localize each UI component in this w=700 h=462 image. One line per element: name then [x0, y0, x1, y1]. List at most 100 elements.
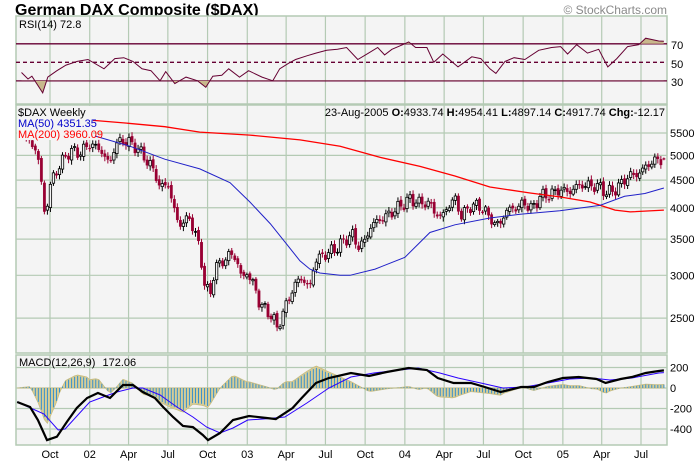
- candlestick: [76, 144, 80, 160]
- candle-body: [76, 147, 80, 158]
- candle-body: [656, 156, 660, 159]
- x-tick-label: Oct: [357, 449, 374, 461]
- candle-body: [393, 211, 397, 217]
- candle-body: [384, 213, 388, 223]
- candlestick: [520, 197, 524, 213]
- candle-body: [372, 221, 376, 229]
- candle-body: [209, 283, 212, 295]
- candle-body: [212, 279, 216, 296]
- candle-body: [57, 168, 62, 176]
- candlestick: [571, 185, 575, 197]
- candle-body: [51, 172, 56, 184]
- candlestick: [91, 140, 95, 153]
- candlestick: [236, 256, 240, 268]
- candle-body: [619, 179, 624, 184]
- candlestick: [278, 324, 282, 331]
- candlestick: [381, 216, 385, 225]
- candle-body: [293, 281, 297, 293]
- candle-body: [659, 159, 663, 166]
- candlestick: [423, 201, 427, 211]
- candle-body: [287, 299, 291, 301]
- candlestick: [450, 197, 454, 212]
- candle-body: [514, 209, 518, 212]
- candlestick: [487, 205, 491, 220]
- candlestick: [151, 155, 155, 172]
- candlestick: [378, 215, 382, 225]
- candle-body: [142, 146, 146, 161]
- candlestick: [345, 235, 348, 249]
- candlestick: [616, 178, 621, 197]
- rsi-line: [21, 37, 664, 95]
- ma200-line: [18, 119, 664, 213]
- candlestick: [69, 145, 74, 165]
- candlestick: [88, 144, 92, 152]
- candle-body: [94, 143, 98, 146]
- candle-body: [224, 259, 228, 267]
- candlestick: [417, 193, 421, 208]
- candle-body: [82, 143, 86, 157]
- candle-body: [662, 158, 666, 160]
- candle-body: [139, 146, 143, 150]
- candlestick: [302, 276, 306, 286]
- candlestick: [127, 133, 131, 152]
- candle-body: [483, 206, 488, 212]
- candle-body: [257, 290, 261, 308]
- candle-body: [360, 240, 364, 249]
- candlestick: [490, 212, 494, 229]
- candle-body: [462, 207, 467, 221]
- legend-backdrop: [17, 106, 93, 140]
- candlestick: [148, 156, 152, 171]
- candle-body: [541, 188, 545, 198]
- candle-body: [79, 154, 83, 157]
- candlestick: [592, 183, 596, 195]
- candle-body: [378, 219, 382, 221]
- candle-body: [121, 138, 125, 144]
- candlestick: [67, 152, 70, 164]
- candle-body: [571, 188, 575, 195]
- candlestick: [347, 231, 352, 248]
- macd-label-name: MACD(12,26,9): [19, 357, 95, 369]
- rsi-panel: RSI(14) 72.8 70 50 30: [15, 15, 683, 105]
- candlestick: [632, 169, 636, 180]
- candle-body: [275, 313, 279, 328]
- price-tick-label: 3500: [670, 234, 694, 246]
- candlestick: [290, 290, 294, 305]
- candle-body: [471, 203, 476, 212]
- copyright-link[interactable]: © StockCharts.com: [563, 3, 667, 17]
- candlestick: [435, 211, 439, 219]
- candle-body: [305, 283, 309, 285]
- candlestick: [508, 204, 512, 216]
- candlestick: [505, 207, 509, 220]
- candle-body: [245, 274, 249, 278]
- candle-body: [193, 231, 198, 233]
- candle-body: [417, 196, 421, 204]
- candlestick: [130, 132, 134, 145]
- candlestick: [544, 184, 548, 203]
- candlestick: [523, 195, 527, 210]
- candle-body: [429, 202, 433, 204]
- candle-body: [523, 198, 527, 206]
- candlestick: [109, 156, 113, 163]
- candle-body: [345, 239, 348, 246]
- candle-body: [175, 207, 179, 221]
- ma50-legend: MA(50) 4351.35: [18, 118, 97, 130]
- candlestick: [647, 160, 651, 171]
- candlestick: [245, 272, 249, 280]
- candle-body: [532, 203, 536, 205]
- candlestick: [97, 139, 101, 153]
- candle-body: [69, 148, 74, 161]
- candle-body: [408, 194, 412, 199]
- candlestick: [248, 271, 252, 285]
- candle-body: [169, 185, 173, 199]
- candlestick: [387, 207, 391, 218]
- chart-title: German DAX Composite ($DAX): [15, 2, 259, 19]
- candlestick: [100, 146, 104, 158]
- candle-body: [553, 189, 557, 192]
- close-label: C:: [554, 107, 566, 119]
- x-tick-label: Apr: [278, 449, 295, 461]
- candle-body: [314, 261, 318, 270]
- candlestick: [438, 211, 442, 220]
- candle-body: [366, 235, 370, 239]
- candle-body: [499, 220, 503, 224]
- x-tick-label: Jul: [161, 449, 175, 461]
